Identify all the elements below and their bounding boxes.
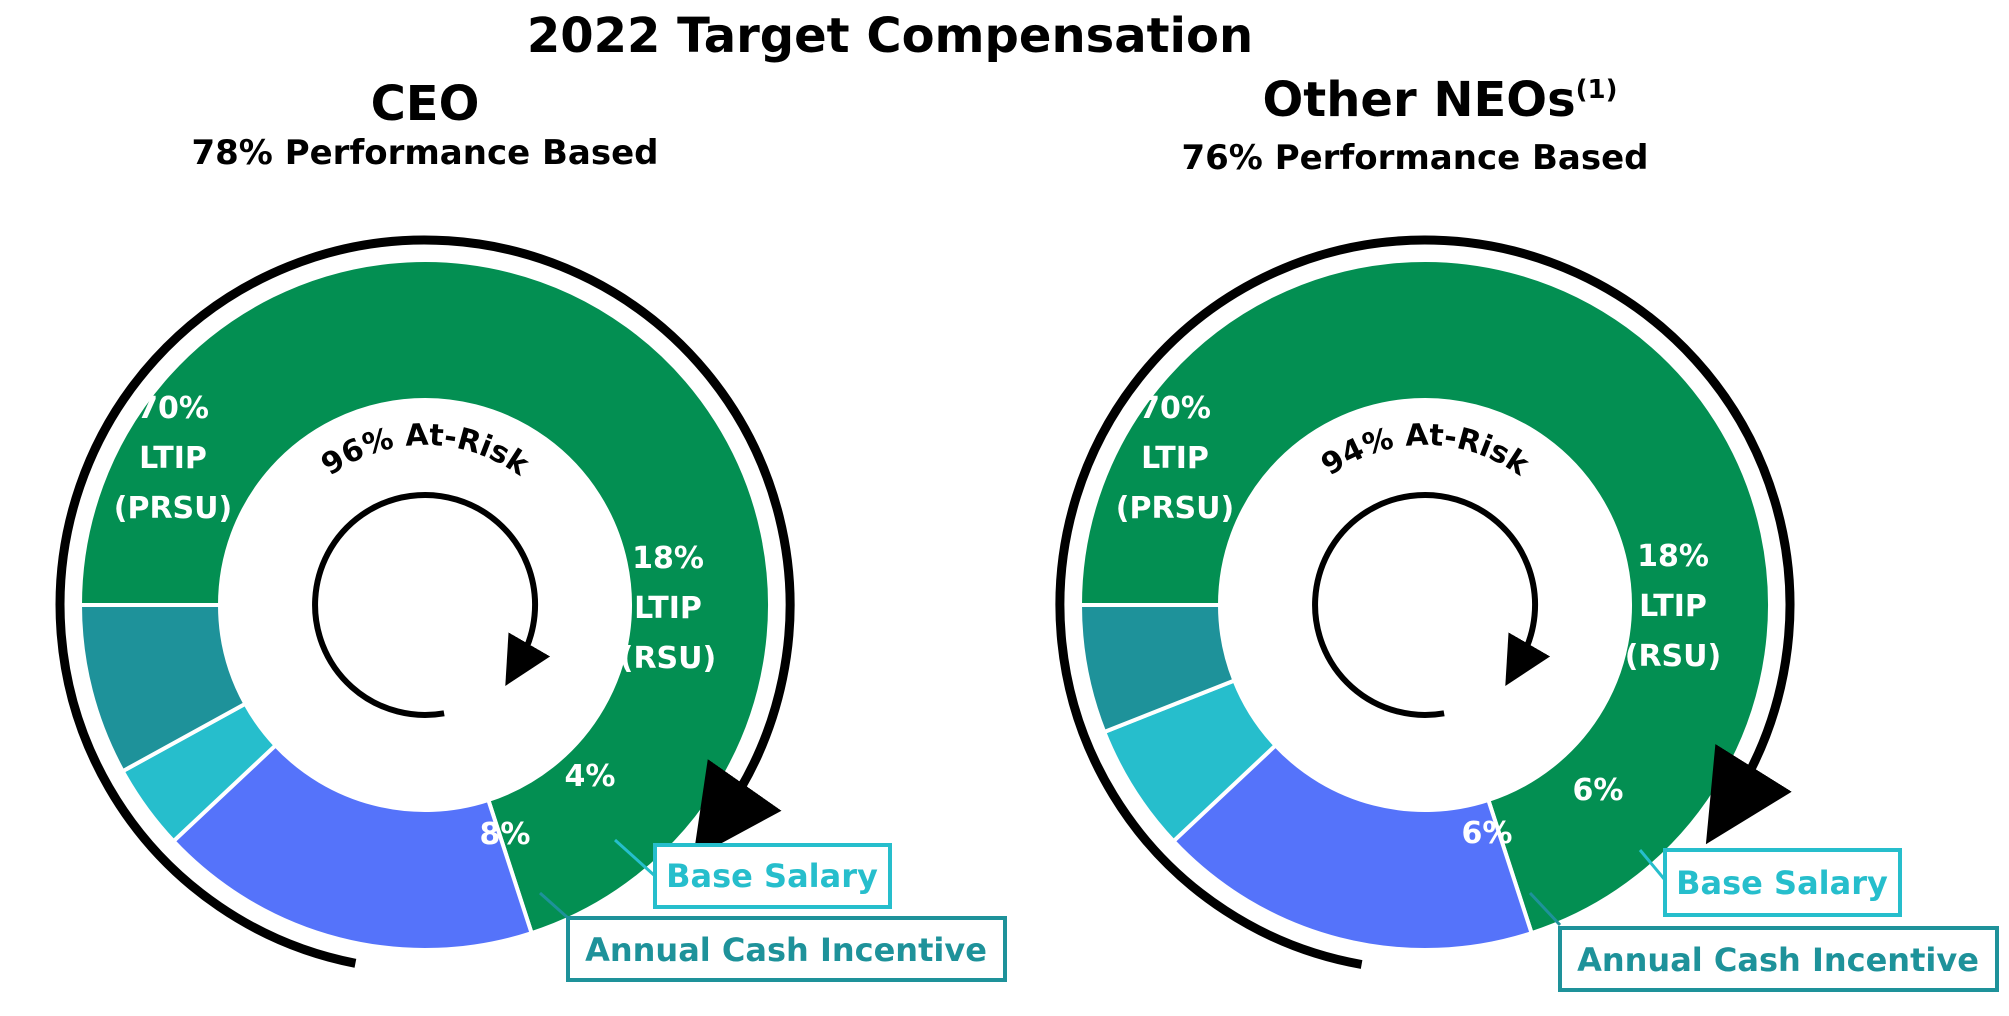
svg-text:LTIP: LTIP [634, 591, 702, 626]
svg-text:Base Salary: Base Salary [666, 857, 878, 895]
ceo-callout-base-salary: Base Salary [613, 838, 892, 909]
svg-text:LTIP: LTIP [139, 441, 207, 476]
ceo-performance-arrow [55, 235, 795, 968]
svg-text:70%: 70% [137, 391, 209, 426]
ceo-panel: CEO 78% Performance Based 96% At-Risk 70… [55, 76, 1007, 982]
neo-slice-label-annual-cash: 6% [1462, 816, 1513, 851]
svg-text:(RSU): (RSU) [620, 641, 717, 676]
ceo-at-risk-arrow [312, 491, 551, 718]
neo-callout-annual-cash: Annual Cash Incentive [1528, 891, 1999, 992]
ceo-performance-text: 78% Performance Based [191, 133, 658, 173]
ceo-slice-label-base-salary: 4% [565, 759, 616, 794]
svg-text:(PRSU): (PRSU) [1116, 491, 1234, 526]
ceo-slice-label-rsu: 18% LTIP (RSU) [620, 541, 717, 676]
svg-text:(RSU): (RSU) [1625, 639, 1722, 674]
neo-slice-label-rsu: 18% LTIP (RSU) [1625, 539, 1722, 674]
ceo-slice-label-annual-cash: 8% [480, 817, 531, 852]
neo-callout-base-salary: Base Salary [1638, 848, 1902, 917]
neo-slice-ltip-prsu [1077, 258, 1772, 936]
svg-text:Annual Cash Incentive: Annual Cash Incentive [1577, 941, 1979, 979]
neo-slice-label-base-salary: 6% [1573, 773, 1624, 808]
neo-donut [1077, 258, 1772, 952]
ceo-callout-annual-cash: Annual Cash Incentive [539, 891, 1007, 982]
svg-text:LTIP: LTIP [1639, 589, 1707, 624]
ceo-slice-ltip-rsu [170, 742, 535, 952]
neo-at-risk-label: 94% At-Risk [1315, 418, 1536, 484]
neo-performance-text: 76% Performance Based [1181, 138, 1648, 178]
neo-panel: Other NEOs(1) 76% Performance Based 94% … [1055, 72, 1999, 992]
figure-title: 2022 Target Compensation [527, 8, 1253, 64]
svg-text:18%: 18% [1637, 539, 1709, 574]
neo-slice-ltip-rsu [1170, 742, 1535, 952]
neo-performance-arrow [1055, 235, 1795, 969]
svg-text:Annual Cash Incentive: Annual Cash Incentive [585, 931, 987, 969]
ceo-at-risk-label: 96% At-Risk [315, 418, 536, 484]
ceo-donut [77, 258, 772, 952]
neo-slice-label-prsu: 70% LTIP (PRSU) [1116, 391, 1234, 526]
svg-text:LTIP: LTIP [1141, 441, 1209, 476]
svg-text:Base Salary: Base Salary [1676, 864, 1888, 902]
svg-text:18%: 18% [632, 541, 704, 576]
ceo-slice-annual-cash [77, 603, 249, 774]
svg-text:70%: 70% [1139, 391, 1211, 426]
neo-slice-annual-cash [1077, 603, 1237, 735]
neo-at-risk-arrow [1312, 491, 1551, 718]
ceo-slice-label-prsu: 70% LTIP (PRSU) [114, 391, 232, 526]
neo-heading: Other NEOs(1) [1262, 72, 1617, 128]
ceo-heading: CEO [371, 76, 480, 132]
svg-text:(PRSU): (PRSU) [114, 491, 232, 526]
